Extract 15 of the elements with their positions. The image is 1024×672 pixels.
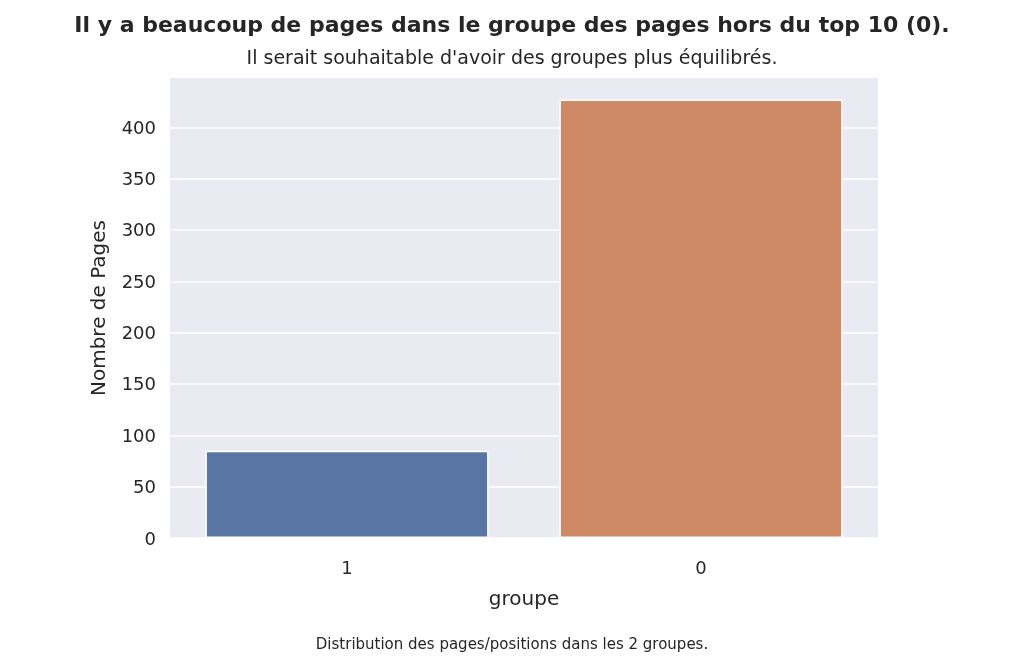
y-tick-label: 350: [121, 168, 156, 190]
text: Distribution des pages/positions dans les 2 groupes.: [315, 634, 709, 653]
x-axis-title: groupe: [488, 586, 560, 610]
y-tick-label: 300: [121, 219, 156, 241]
y-tick-label: 0: [144, 527, 156, 549]
x-tick-label: 1: [341, 556, 353, 578]
y-tick-label: 100: [121, 424, 156, 446]
y-axis-title: Nombre de Pages: [86, 219, 110, 397]
y-tick-label: 250: [121, 270, 156, 292]
y-tick-label: 400: [121, 116, 156, 138]
y-tick-label: 50: [133, 476, 156, 498]
chart-title: Il y a beaucoup de pages dans le groupe des pages hors du top 10 (0).: [74, 11, 950, 37]
y-tick-label: 150: [121, 373, 156, 395]
chart-subtitle: Il serait souhaitable d'avoir des groupes plus équilibrés.: [246, 45, 778, 68]
y-tick-label: 200: [121, 322, 156, 344]
